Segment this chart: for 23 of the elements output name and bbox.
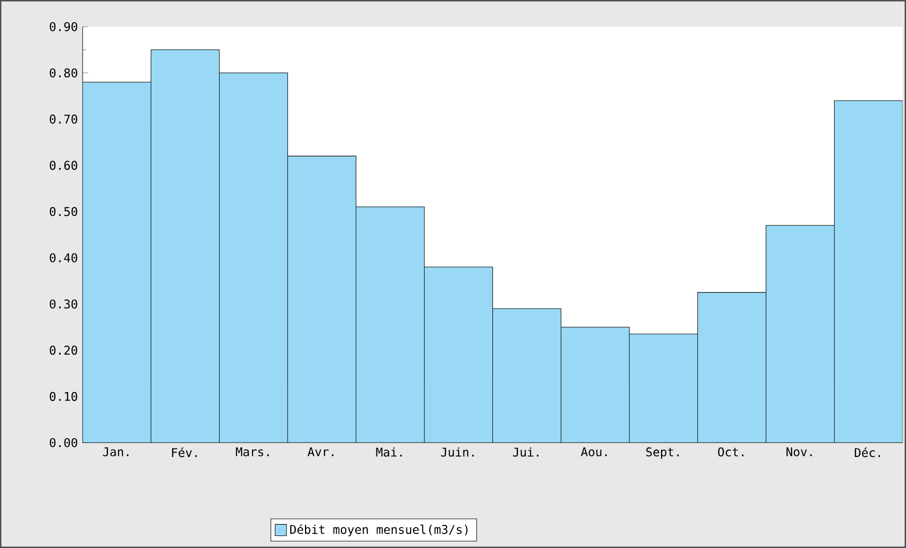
y-tick-label: 0.20 <box>50 346 78 355</box>
y-tick-label: 0.10 <box>50 392 78 401</box>
text: Débit moyen mensuel(m3/s) <box>290 524 468 536</box>
x-tick-label: Juin. <box>441 447 474 457</box>
x-tick-label: Fév. <box>172 447 197 458</box>
y-tick-label: 0.50 <box>50 207 78 216</box>
y-tick-label: 0.90 <box>50 22 78 32</box>
x-tick-label: Nov. <box>786 447 812 456</box>
x-tick-label: Oct. <box>718 447 744 456</box>
y-tick-label: 0.40 <box>50 253 78 262</box>
x-tick-label: Jui. <box>513 447 538 457</box>
y-tick-label: 0.70 <box>50 114 78 124</box>
x-tick-label: Sept. <box>646 447 679 459</box>
x-tick-label: Mai. <box>376 447 402 457</box>
y-tick-label: 0.80 <box>50 68 78 78</box>
x-tick-label: Aou. <box>580 447 607 456</box>
x-tick-label: Mars. <box>236 447 269 456</box>
y-tick-label: 0.30 <box>50 299 78 309</box>
y-tick-label: 0.00 <box>50 438 78 448</box>
x-tick-label: Déc. <box>854 447 880 458</box>
x-tick-label: Jan. <box>103 447 128 456</box>
y-tick-label: 0.60 <box>50 160 78 170</box>
x-tick-label: Avr. <box>308 447 334 456</box>
